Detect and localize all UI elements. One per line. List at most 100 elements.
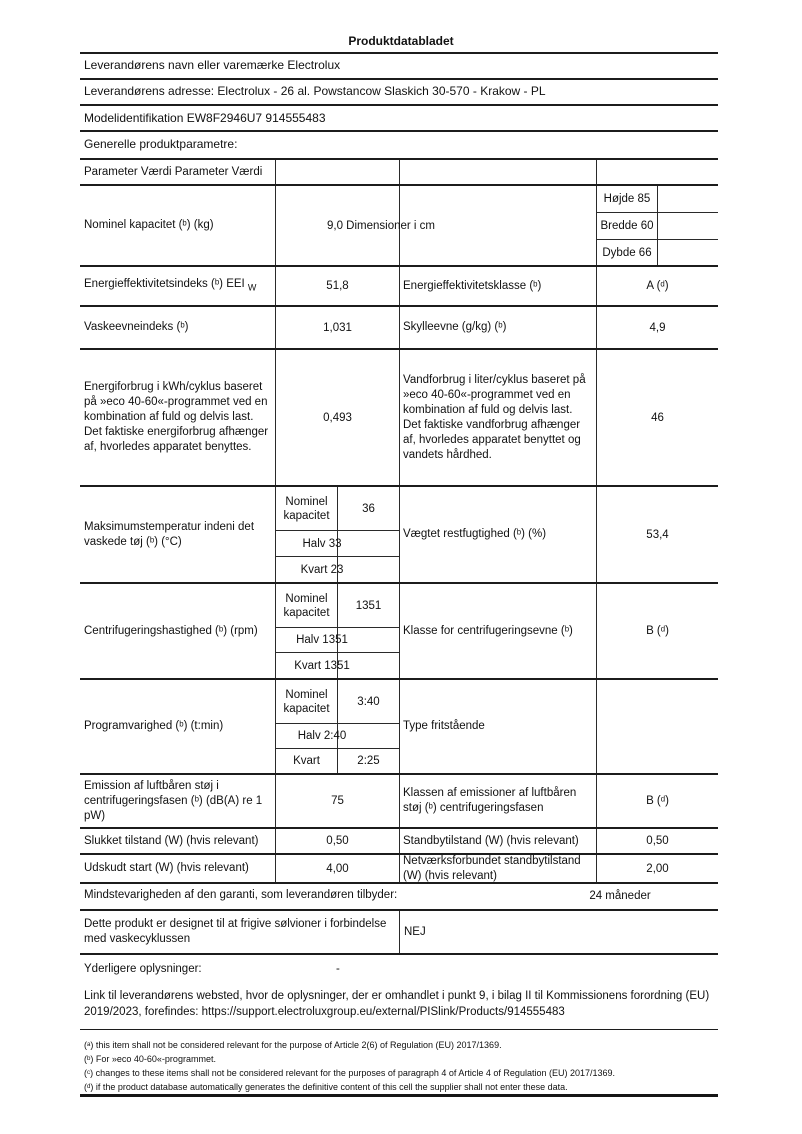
param-label: Emission af luftbåren støj i centrifuger… — [80, 775, 276, 827]
model-identification-row: Modelidentifikation EW8F2946U7 914555483 — [84, 111, 326, 125]
sub-row: Nominel kapacitet 3:40 — [276, 680, 399, 724]
param-label: Energieffektivitetsklasse (ᵇ) — [400, 267, 597, 305]
param-label: Maksimumstemperatur indeni det vaskede t… — [80, 487, 276, 582]
silver-ions-value: NEJ — [404, 926, 426, 938]
param-value — [597, 680, 718, 773]
param-value: 0,50 — [326, 835, 349, 847]
param-value-cell: 1,031 — [276, 307, 400, 348]
supplier-name-row: Leverandørens navn eller varemærke Elect… — [84, 58, 341, 72]
param-label: Programvarighed (ᵇ) (t:min) — [80, 680, 276, 773]
row-wash-index: Vaskeevneindeks (ᵇ) 1,031 Skylleevne (g/… — [80, 307, 718, 350]
param-value-cell: B (ᵈ) — [597, 584, 718, 678]
param-value: B (ᵈ) — [646, 625, 669, 637]
param-value-cell: 75 — [276, 775, 400, 827]
sub-row: Halv 1351 — [276, 628, 399, 653]
sub-label: Nominel kapacitet — [276, 487, 338, 530]
param-value: 46 — [651, 411, 664, 424]
header-cell-empty — [400, 160, 597, 184]
parameter-table: Parameter Værdi Parameter Værdi Nominel … — [80, 158, 718, 884]
param-value-cell — [276, 186, 400, 265]
param-label: Vaskeevneindeks (ᵇ) — [80, 307, 276, 348]
sub-label: Kvart 23 — [300, 563, 344, 576]
sub-label: Nominel kapacitet — [276, 680, 338, 723]
row-energy-water: Energiforbrug i kWh/cyklus baseret på »e… — [80, 350, 718, 487]
additional-info-value: - — [336, 963, 340, 975]
sub-value: 1351 — [355, 599, 382, 612]
sub-table: Nominel kapacitet 3:40 Halv 2:40 Kvart 2… — [276, 680, 400, 773]
section-label: Generelle produktparametre: — [84, 137, 238, 151]
sub-row: Halv 33 — [276, 531, 399, 557]
supplier-address-row: Leverandørens adresse: Electrolux - 26 a… — [84, 84, 546, 98]
silver-ions-label: Dette produkt er designet til at frigive… — [80, 911, 400, 953]
sub-value: 3:40 — [357, 695, 380, 708]
sub-label: Nominel kapacitet — [276, 584, 338, 627]
param-label: Type fritstående — [400, 680, 597, 773]
supplier-website-link: Link til leverandørens websted, hvor de … — [84, 990, 710, 1018]
param-value-cell: 4,00 — [276, 855, 400, 882]
param-label: Netværksforbundet standbytilstand (W) (h… — [400, 855, 597, 882]
sub-row: Nominel kapacitet 1351 — [276, 584, 399, 628]
sub-value: 36 — [362, 502, 375, 515]
bottom-rule — [80, 1094, 718, 1097]
sub-label: Halv 2:40 — [297, 730, 347, 742]
sub-table: Nominel kapacitet 36 Halv 33 Kvart 23 — [276, 487, 400, 582]
page-title: Produktdatabladet — [348, 34, 454, 48]
dimension-row: Dybde 66 — [597, 240, 718, 265]
eei-subscript: W — [247, 282, 257, 293]
dimension-empty — [658, 240, 718, 265]
divider — [80, 1029, 718, 1030]
param-value-cell: 51,8 — [276, 267, 400, 305]
param-value: 53,4 — [646, 528, 669, 541]
param-label: Slukket tilstand (W) (hvis relevant) — [80, 829, 276, 853]
param-value-cell: A (ᵈ) — [597, 267, 718, 305]
row-silver-ions: Dette produkt er designet til at frigive… — [80, 911, 718, 955]
warranty-label: Mindstevarigheden af den garanti, som le… — [84, 889, 398, 901]
param-value: B (ᵈ) — [646, 795, 669, 807]
header-cell-empty — [597, 160, 718, 184]
row-programme-duration: Programvarighed (ᵇ) (t:min) Nominel kapa… — [80, 680, 718, 775]
dimension-row: Bredde 60 — [597, 213, 718, 240]
param-value: 0,493 — [323, 411, 352, 424]
param-value-cell: 4,9 — [597, 307, 718, 348]
row-delay-start: Udskudt start (W) (hvis relevant) 4,00 N… — [80, 855, 718, 884]
param-value-cell: 53,4 — [597, 487, 718, 582]
row-spin-speed: Centrifugeringshastighed (ᵇ) (rpm) Nomin… — [80, 584, 718, 680]
sub-label: Kvart 1351 — [294, 659, 350, 672]
param-label-cell — [400, 186, 597, 265]
dimension-empty — [658, 186, 718, 212]
param-label: Skylleevne (g/kg) (ᵇ) — [400, 307, 597, 348]
footnote-a: (ᵃ) this item shall not be considered re… — [84, 1040, 502, 1050]
sub-label: Kvart — [276, 749, 338, 773]
sub-row: Nominel kapacitet 36 — [276, 487, 399, 531]
divider — [80, 78, 718, 80]
param-label: Vægtet restfugtighed (ᵇ) (%) — [400, 487, 597, 582]
param-value: 75 — [331, 795, 344, 807]
footnote-b: (ᵇ) For »eco 40-60«-programmet. — [84, 1054, 216, 1064]
sub-row: Kvart 1351 — [276, 653, 399, 678]
param-value-cell — [597, 680, 718, 773]
param-value: 1,031 — [323, 321, 352, 334]
row-eei: Energieffektivitetsindeks (ᵇ) EEI W 51,8… — [80, 267, 718, 307]
param-value-cell: 46 — [597, 350, 718, 485]
param-value-cell: 0,50 — [276, 829, 400, 853]
header-cell: Parameter Værdi Parameter Værdi — [80, 160, 276, 184]
param-label: Centrifugeringshastighed (ᵇ) (rpm) — [80, 584, 276, 678]
sub-label: Halv 1351 — [296, 634, 348, 646]
capacity-value: 9,0 Dimensioner i cm — [327, 219, 436, 232]
param-value: 4,9 — [649, 321, 666, 334]
sub-label: Halv 33 — [302, 537, 342, 550]
param-label: Klassen af emissioner af luftbåren støj … — [400, 775, 597, 827]
row-max-temperature: Maksimumstemperatur indeni det vaskede t… — [80, 487, 718, 584]
warranty-value: 24 måneder — [589, 889, 651, 902]
sub-table: Nominel kapacitet 1351 Halv 1351 Kvart 1… — [276, 584, 400, 678]
row-warranty: Mindstevarigheden af den garanti, som le… — [80, 882, 718, 911]
param-label: Standbytilstand (W) (hvis relevant) — [400, 829, 597, 853]
divider — [80, 104, 718, 106]
param-label: Energiforbrug i kWh/cyklus baseret på »e… — [80, 350, 276, 485]
sub-value: 2:25 — [357, 755, 380, 767]
param-label: Klasse for centrifugeringsevne (ᵇ) — [400, 584, 597, 678]
sub-row: Halv 2:40 — [276, 724, 399, 749]
row-noise: Emission af luftbåren støj i centrifuger… — [80, 775, 718, 829]
param-label: Vandforbrug i liter/cyklus baseret på »e… — [400, 350, 597, 485]
